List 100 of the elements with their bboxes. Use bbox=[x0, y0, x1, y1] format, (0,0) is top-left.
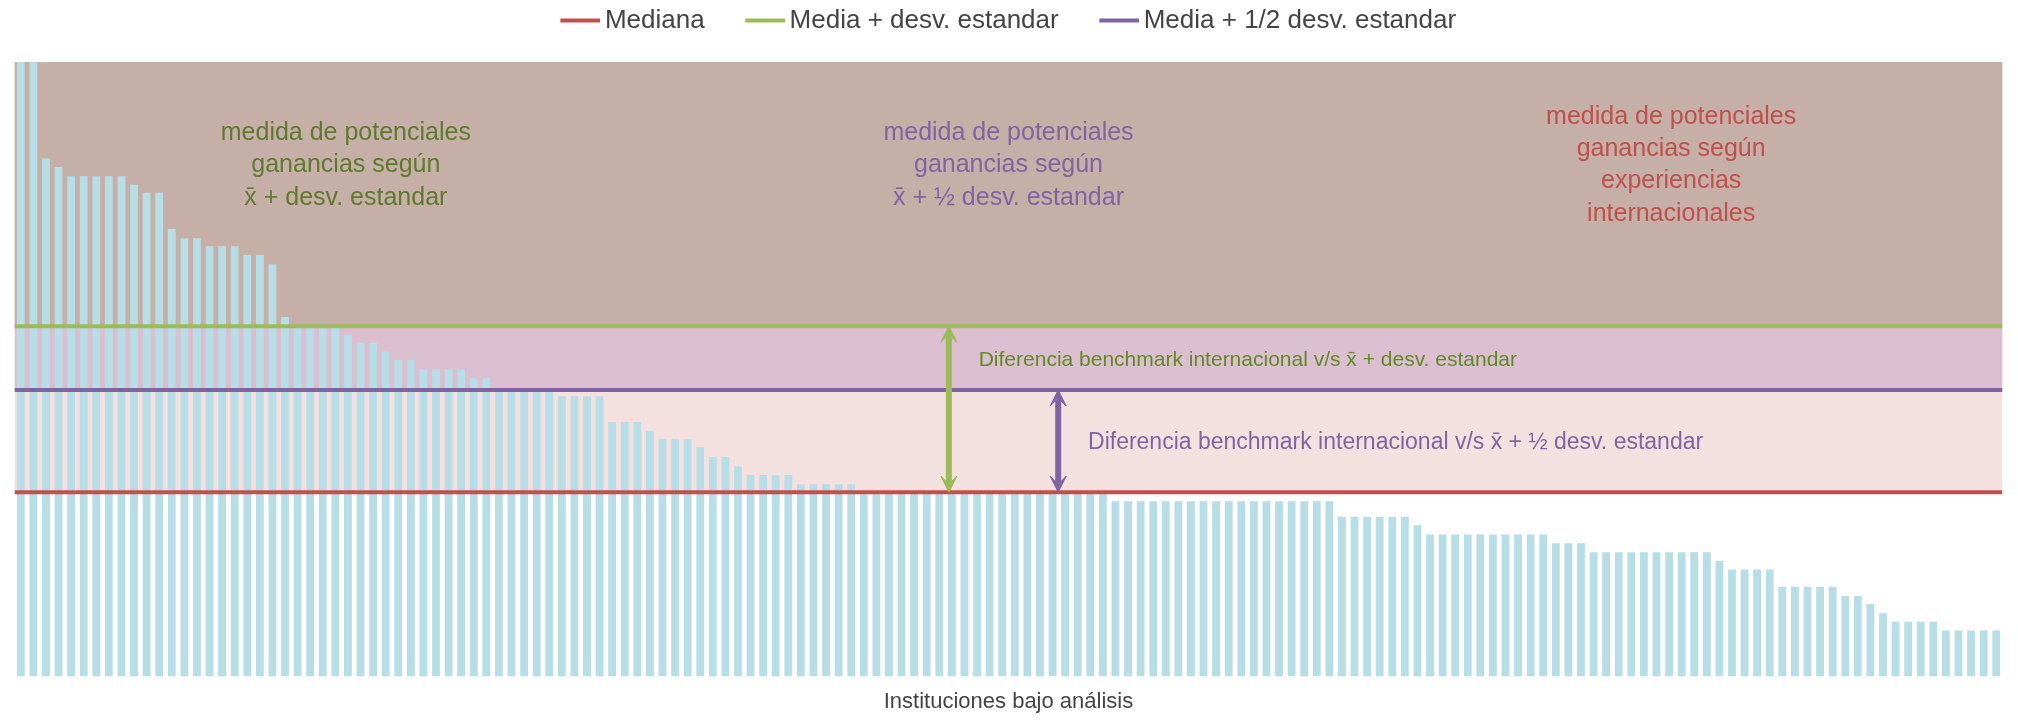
bar bbox=[1212, 501, 1221, 677]
bar bbox=[155, 192, 164, 677]
bar bbox=[230, 246, 239, 677]
bar bbox=[683, 439, 692, 677]
bar bbox=[847, 484, 856, 677]
bar bbox=[771, 474, 780, 677]
bar bbox=[495, 390, 503, 677]
bar bbox=[1136, 501, 1145, 677]
bar bbox=[1589, 552, 1598, 677]
bar bbox=[834, 484, 843, 677]
bar bbox=[344, 334, 352, 677]
bar bbox=[1098, 492, 1107, 677]
bar bbox=[545, 390, 554, 677]
bar bbox=[1941, 630, 1950, 677]
bar bbox=[1816, 586, 1824, 677]
band-label: medida de potenciales ganancias según x̄ + ½ desv. estandar bbox=[883, 117, 1134, 210]
bar bbox=[1539, 534, 1548, 677]
bar bbox=[67, 176, 76, 677]
bar bbox=[469, 377, 478, 677]
bar bbox=[910, 492, 919, 677]
bar bbox=[1111, 501, 1120, 677]
bar bbox=[1073, 492, 1082, 677]
bar bbox=[1652, 552, 1661, 677]
bar bbox=[306, 326, 315, 677]
bar bbox=[708, 457, 717, 677]
bar bbox=[16, 61, 25, 677]
bar bbox=[532, 390, 541, 677]
bar bbox=[1790, 586, 1799, 677]
bar bbox=[696, 447, 705, 677]
bar bbox=[620, 422, 629, 677]
band-label: medida de potenciales ganancias según x̄ + desv. estandar bbox=[220, 117, 471, 210]
bar bbox=[1237, 501, 1246, 677]
bar bbox=[218, 246, 227, 677]
bar bbox=[671, 439, 679, 677]
bar bbox=[973, 492, 981, 677]
bar bbox=[1967, 630, 1975, 677]
bar bbox=[1463, 534, 1472, 677]
bar bbox=[1853, 595, 1862, 677]
bar bbox=[1665, 552, 1673, 677]
bar bbox=[42, 158, 50, 677]
bar bbox=[1388, 516, 1397, 677]
bar bbox=[1338, 516, 1346, 677]
bar bbox=[1161, 501, 1170, 677]
bar bbox=[457, 369, 466, 677]
bar bbox=[822, 484, 830, 677]
bar bbox=[104, 176, 113, 677]
bar bbox=[1086, 492, 1095, 677]
bar bbox=[130, 184, 138, 677]
bar bbox=[759, 474, 768, 677]
bar bbox=[1526, 534, 1535, 677]
bar bbox=[1992, 630, 2001, 677]
bar bbox=[255, 254, 264, 677]
bar bbox=[1841, 595, 1850, 677]
bar bbox=[1375, 516, 1384, 677]
bar bbox=[1828, 586, 1837, 677]
bar bbox=[243, 254, 252, 677]
bar bbox=[1904, 621, 1913, 677]
bar bbox=[1690, 552, 1699, 677]
bar bbox=[520, 390, 528, 677]
bar bbox=[1715, 560, 1724, 677]
bar bbox=[1514, 534, 1522, 677]
bar bbox=[1413, 525, 1422, 677]
bar bbox=[784, 474, 793, 677]
bar bbox=[885, 492, 893, 677]
bar bbox=[1036, 492, 1044, 677]
bar bbox=[859, 492, 868, 677]
bar bbox=[1602, 552, 1611, 677]
bar bbox=[1010, 492, 1019, 677]
bar bbox=[1879, 613, 1887, 677]
bar bbox=[1363, 516, 1371, 677]
bar bbox=[1916, 621, 1925, 677]
bar bbox=[1287, 501, 1296, 677]
bar bbox=[1778, 586, 1787, 677]
bar bbox=[1312, 501, 1321, 677]
bar bbox=[1451, 534, 1460, 677]
bar bbox=[922, 492, 931, 677]
bar bbox=[281, 316, 289, 677]
bar bbox=[1262, 501, 1271, 677]
bar bbox=[193, 238, 201, 677]
bar bbox=[394, 360, 403, 677]
annotation: Diferencia benchmark internacional v/s x̄ + desv. estandar bbox=[978, 346, 1517, 370]
bar bbox=[1753, 569, 1762, 677]
bar bbox=[796, 484, 805, 677]
bar bbox=[1023, 492, 1032, 677]
bar bbox=[1300, 501, 1309, 677]
bar bbox=[1325, 501, 1334, 677]
bar bbox=[1187, 501, 1195, 677]
x-axis-title: Instituciones bajo análisis bbox=[883, 687, 1134, 713]
bar bbox=[1627, 552, 1636, 677]
bar bbox=[1476, 534, 1485, 677]
bar bbox=[646, 431, 654, 677]
bar bbox=[1426, 534, 1434, 677]
bar bbox=[406, 360, 415, 677]
bar bbox=[142, 192, 151, 677]
bar bbox=[985, 492, 994, 677]
bar bbox=[872, 492, 881, 677]
bar bbox=[1702, 552, 1711, 677]
bar bbox=[1564, 543, 1573, 677]
bar bbox=[79, 176, 88, 677]
bar bbox=[734, 466, 742, 677]
